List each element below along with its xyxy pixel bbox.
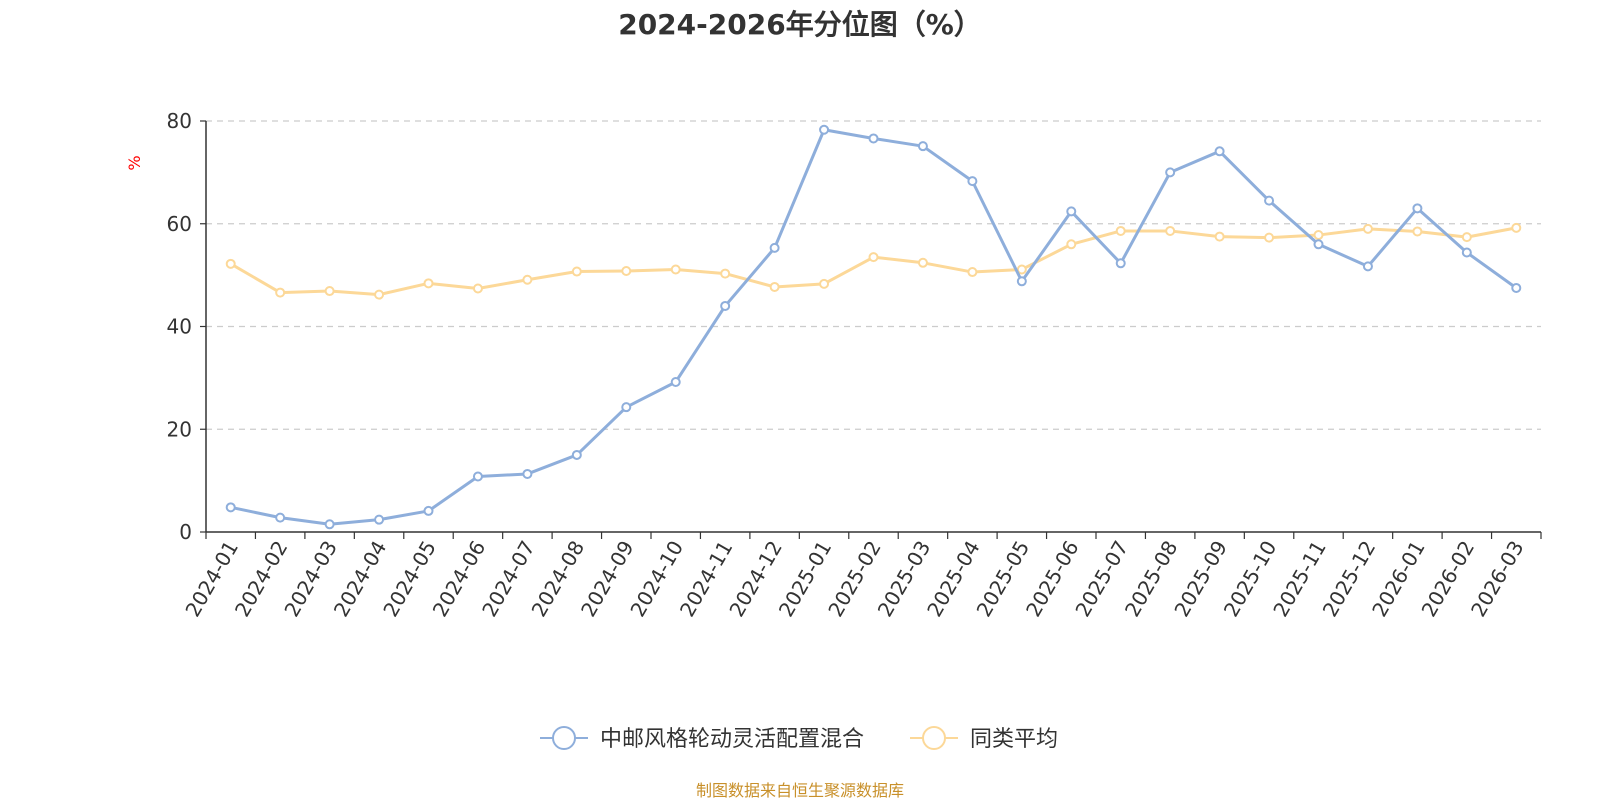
series-0-point-1 (275, 512, 286, 523)
series-1-point-5 (472, 283, 483, 294)
series-0-point-0 (225, 502, 236, 513)
series-1-point-9 (670, 264, 681, 275)
series-1-point-11 (769, 281, 780, 292)
series-0-point-24 (1412, 203, 1423, 214)
series-0-point-11 (769, 242, 780, 253)
y-axis-label: % (125, 155, 144, 170)
series-1-point-13 (868, 252, 879, 263)
series-1-point-25 (1461, 232, 1472, 243)
series-0-point-5 (472, 471, 483, 482)
legend-marker-1 (922, 726, 946, 750)
y-tick-label-4: 80 (167, 109, 192, 133)
legend[interactable]: 中邮风格轮动灵活配置混合 同类平均 (540, 726, 1058, 752)
series-0-point-26 (1511, 282, 1522, 293)
series-1-point-16 (1016, 264, 1027, 275)
series-0-point-12 (819, 124, 830, 135)
series-0-point-22 (1313, 239, 1324, 250)
series-1-point-24 (1412, 226, 1423, 237)
series-1-point-10 (720, 268, 731, 279)
series-0-point-23 (1362, 261, 1373, 272)
series-0 (225, 124, 1522, 530)
source-note: 制图数据来自恒生聚源数据库 (696, 781, 904, 800)
series-0-point-16 (1016, 276, 1027, 287)
y-ticks: 0 20 40 60 80 (167, 109, 206, 544)
chart-title: 2024-2026年分位图（%） (618, 8, 982, 41)
series-0-point-2 (324, 519, 335, 530)
series-0-point-17 (1066, 206, 1077, 217)
series-1-point-22 (1313, 230, 1324, 241)
series-0-point-3 (374, 514, 385, 525)
series-1-point-19 (1165, 225, 1176, 236)
series-line-0 (230, 128, 1518, 526)
series-1-point-4 (423, 278, 434, 289)
series-1-point-23 (1362, 223, 1373, 234)
series-0-point-19 (1165, 167, 1176, 178)
y-tick-label-3: 60 (167, 212, 192, 236)
series-group (225, 124, 1522, 530)
legend-marker-0 (552, 726, 576, 750)
series-1-point-1 (275, 287, 286, 298)
series-1-point-20 (1214, 231, 1225, 242)
y-tick-label-0: 0 (179, 520, 192, 544)
y-tick-label-1: 20 (167, 417, 192, 441)
series-1-point-15 (967, 267, 978, 278)
series-1-point-2 (324, 286, 335, 297)
series-1-point-0 (225, 258, 236, 269)
legend-item-0[interactable]: 中邮风格轮动灵活配置混合 (540, 726, 864, 752)
series-1-point-7 (571, 266, 582, 277)
series-1-point-21 (1264, 232, 1275, 243)
series-0-point-13 (868, 133, 879, 144)
series-0-point-15 (967, 176, 978, 187)
series-0-point-18 (1115, 258, 1126, 269)
x-ticks: 2024-012024-022024-032024-042024-052024-… (180, 532, 1542, 621)
series-0-point-21 (1264, 195, 1275, 206)
series-0-point-9 (670, 376, 681, 387)
series-1-point-17 (1066, 239, 1077, 250)
series-1-point-12 (819, 278, 830, 289)
series-0-point-20 (1214, 146, 1225, 157)
series-1-point-6 (522, 274, 533, 285)
series-0-point-7 (571, 449, 582, 460)
y-tick-label-2: 40 (167, 315, 192, 339)
legend-label-1: 同类平均 (970, 727, 1058, 752)
series-1 (225, 222, 1522, 300)
series-0-point-25 (1461, 247, 1472, 258)
series-0-point-14 (917, 141, 928, 152)
series-1-point-26 (1511, 222, 1522, 233)
series-1-point-3 (374, 289, 385, 300)
legend-label-0: 中邮风格轮动灵活配置混合 (600, 727, 864, 752)
series-1-point-18 (1115, 225, 1126, 236)
grid-lines (206, 120, 1541, 430)
series-0-point-6 (522, 468, 533, 479)
series-0-point-4 (423, 505, 434, 516)
series-1-point-8 (621, 266, 632, 277)
series-0-point-8 (621, 402, 632, 413)
series-0-point-10 (720, 300, 731, 311)
series-1-point-14 (917, 257, 928, 268)
legend-item-1[interactable]: 同类平均 (910, 726, 1058, 752)
